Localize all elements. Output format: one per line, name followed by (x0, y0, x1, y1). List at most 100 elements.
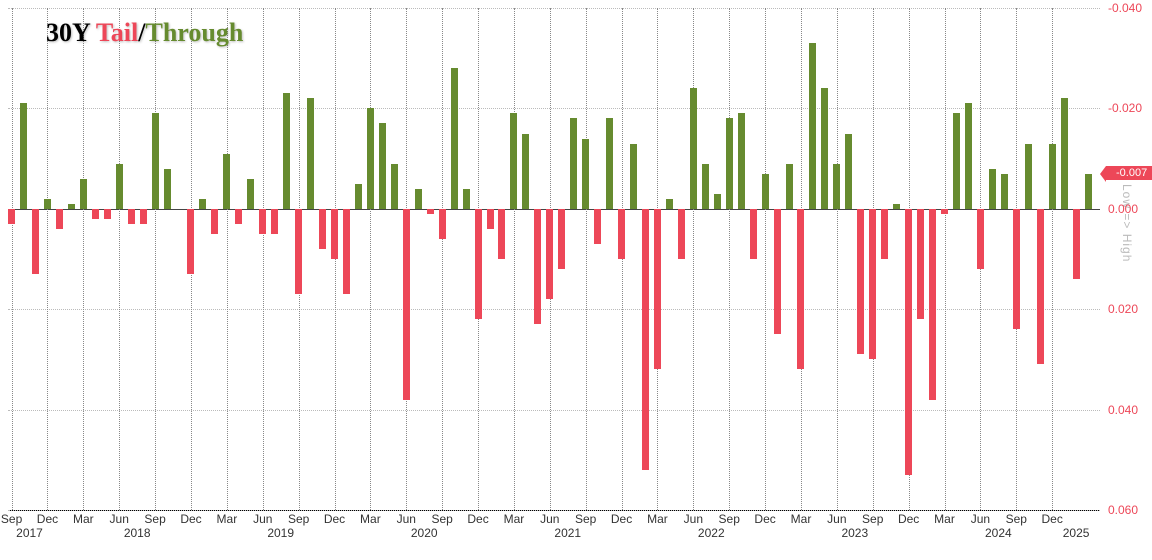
bar (1061, 98, 1068, 208)
bar (857, 209, 864, 355)
x-year-label: 2023 (841, 526, 868, 540)
bar (606, 118, 613, 208)
bar (654, 209, 661, 370)
bar (140, 209, 147, 224)
bar (821, 88, 828, 208)
bar (116, 164, 123, 209)
bar (235, 209, 242, 224)
bar (8, 209, 15, 224)
bar (355, 184, 362, 209)
bar (343, 209, 350, 294)
plot-area (8, 8, 1100, 511)
bar (833, 164, 840, 209)
bar (582, 139, 589, 209)
bar (439, 209, 446, 239)
x-tick-label: Jun (684, 512, 703, 526)
bar (319, 209, 326, 249)
bar (247, 179, 254, 209)
bar (965, 103, 972, 208)
bar (199, 199, 206, 209)
bar (546, 209, 553, 299)
x-tick-label: Mar (934, 512, 955, 526)
bar (881, 209, 888, 259)
bar (104, 209, 111, 219)
x-tick-label: Jun (971, 512, 990, 526)
bar (68, 204, 75, 209)
bar (1037, 209, 1044, 365)
bar (726, 118, 733, 208)
x-tick-label: Jun (110, 512, 129, 526)
bar (642, 209, 649, 470)
bar (463, 189, 470, 209)
chart-title: 30Y Tail/Through (46, 18, 243, 48)
bar (989, 169, 996, 209)
bar (1073, 209, 1080, 279)
bar (259, 209, 266, 234)
x-tick-label: Dec (754, 512, 775, 526)
x-tick-label: Jun (397, 512, 416, 526)
bar (295, 209, 302, 294)
x-year-label: 2020 (411, 526, 438, 540)
bar (762, 174, 769, 209)
bar (570, 118, 577, 208)
bar (953, 113, 960, 208)
x-tick-label: Mar (360, 512, 381, 526)
bar (690, 88, 697, 208)
bar (367, 108, 374, 208)
x-year-label: 2022 (698, 526, 725, 540)
y-tick-label: 0.020 (1108, 302, 1138, 316)
chart-container: 30Y Tail/Through -0.007 Low => High -0.0… (0, 0, 1152, 560)
bar (331, 209, 338, 259)
bar (1049, 144, 1056, 209)
bar (750, 209, 757, 259)
bar (164, 169, 171, 209)
bar (738, 113, 745, 208)
bar (427, 209, 434, 214)
bar (917, 209, 924, 319)
x-tick-label: Jun (540, 512, 559, 526)
last-value-text: -0.007 (1116, 167, 1147, 179)
bar (391, 164, 398, 209)
x-tick-label: Dec (180, 512, 201, 526)
bar (44, 199, 51, 209)
bar (403, 209, 410, 400)
bar (56, 209, 63, 229)
bar (522, 134, 529, 209)
bar (152, 113, 159, 208)
x-tick-label: Dec (898, 512, 919, 526)
bar (666, 199, 673, 209)
bar (929, 209, 936, 400)
bar (223, 154, 230, 209)
x-tick-label: Dec (1041, 512, 1062, 526)
x-tick-label: Sep (862, 512, 883, 526)
y-tick-label: -0.020 (1108, 101, 1142, 115)
x-tick-label: Dec (37, 512, 58, 526)
bar (1085, 174, 1092, 209)
x-tick-label: Mar (504, 512, 525, 526)
y-axis-side-label: Low => High (1120, 184, 1134, 262)
x-tick-label: Dec (467, 512, 488, 526)
bar (283, 93, 290, 208)
x-tick-label: Sep (288, 512, 309, 526)
x-tick-label: Sep (144, 512, 165, 526)
bar (558, 209, 565, 269)
bar (32, 209, 39, 274)
bar (809, 43, 816, 209)
bar (941, 209, 948, 214)
x-tick-label: Sep (575, 512, 596, 526)
x-tick-label: Sep (1, 512, 22, 526)
bar (845, 134, 852, 209)
x-year-label: 2019 (267, 526, 294, 540)
bar (618, 209, 625, 259)
x-year-label: 2017 (16, 526, 43, 540)
bar (498, 209, 505, 259)
bar (678, 209, 685, 259)
y-tick-label: 0.060 (1108, 503, 1138, 517)
x-tick-label: Mar (647, 512, 668, 526)
bar (80, 179, 87, 209)
x-tick-label: Mar (791, 512, 812, 526)
bar (714, 194, 721, 209)
bar (415, 189, 422, 209)
x-tick-label: Jun (253, 512, 272, 526)
bar (534, 209, 541, 324)
